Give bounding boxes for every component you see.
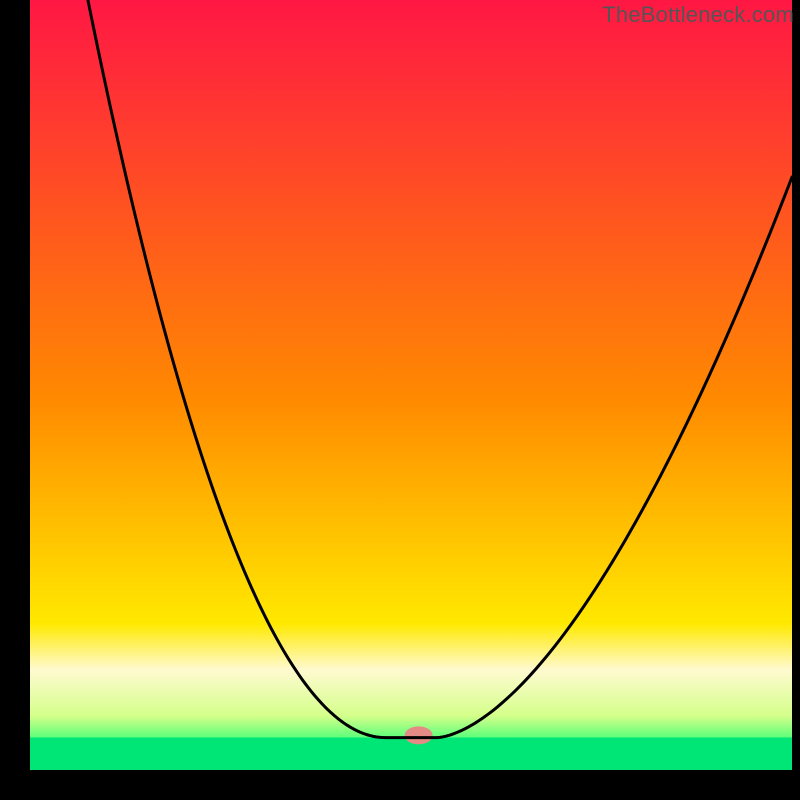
border-left xyxy=(0,0,30,800)
chart-container: TheBottleneck.com xyxy=(0,0,800,800)
background-gradient xyxy=(30,0,792,770)
border-bottom xyxy=(0,770,800,800)
chart-svg xyxy=(0,0,800,800)
notch-marker xyxy=(405,726,433,744)
border-right xyxy=(792,0,800,800)
